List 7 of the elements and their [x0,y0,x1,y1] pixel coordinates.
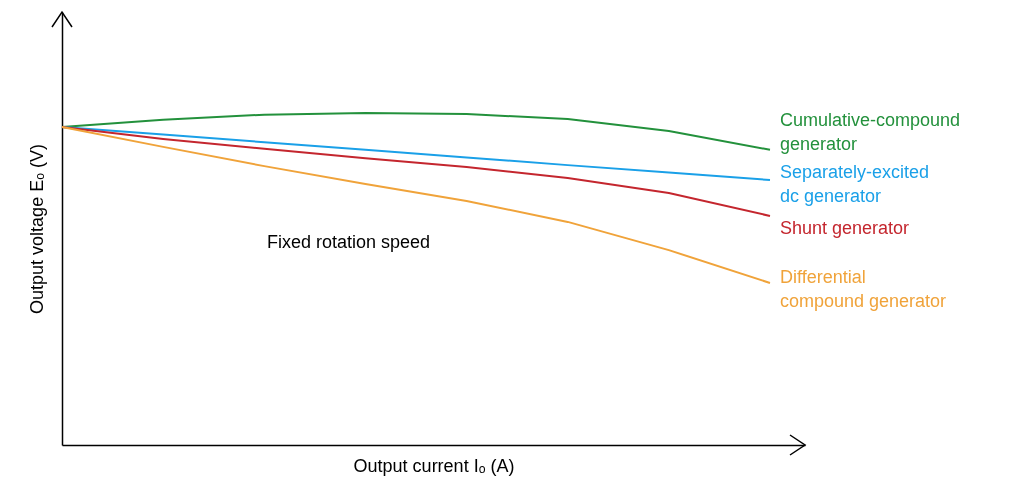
x-axis-title: Output current Iₒ (A) [353,455,515,476]
series-label: Separately-excited dc generator [780,162,930,207]
series-label: Differential compound generator [780,266,947,311]
series-label: Cumulative-compound generator [780,109,961,154]
series-label: Shunt generator [780,217,910,238]
y-axis-title: Output voltage Eₒ (V) [26,144,47,314]
annotation: Fixed rotation speed [267,232,431,253]
